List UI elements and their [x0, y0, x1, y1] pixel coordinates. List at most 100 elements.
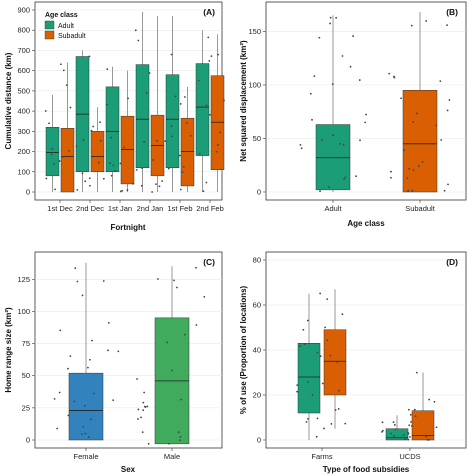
- observation-dot: [51, 147, 54, 150]
- observation-dot: [352, 35, 355, 37]
- box-adult: [385, 428, 409, 441]
- observation-dot: [143, 140, 146, 143]
- observation-dot: [174, 95, 177, 98]
- observation-dot: [141, 167, 143, 170]
- y-tick-label: 0: [26, 188, 30, 197]
- observation-dot: [407, 408, 410, 411]
- observation-dot: [447, 183, 449, 186]
- observation-dot: [151, 191, 154, 193]
- observation-dot: [404, 438, 406, 441]
- observation-dot: [121, 189, 124, 192]
- y-tick-label: 50: [22, 371, 30, 380]
- box-adult: [315, 124, 351, 191]
- box-subadult: [323, 329, 347, 396]
- panel-d-y-title: % of use (Proportion of locations): [239, 285, 248, 414]
- legend-title: Age class: [45, 12, 78, 19]
- observation-dot: [414, 415, 417, 418]
- observation-dot: [428, 438, 431, 441]
- observation-dot: [425, 20, 428, 22]
- observation-dot: [390, 176, 392, 179]
- observation-dot: [88, 184, 91, 187]
- x-tick-label: Male: [164, 452, 180, 461]
- observation-dot: [338, 389, 340, 392]
- observation-dot: [126, 189, 129, 191]
- panel-a-marks: [44, 12, 225, 193]
- observation-dot: [400, 97, 402, 100]
- legend-label-subadult: Subadult: [58, 33, 86, 40]
- observation-dot: [156, 139, 159, 142]
- observation-dot: [359, 139, 361, 142]
- x-tick-label: Adult: [324, 204, 342, 213]
- observation-dot: [306, 319, 309, 322]
- observation-dot: [197, 79, 200, 82]
- observation-dot: [329, 22, 331, 25]
- y-tick-label: 25: [22, 403, 30, 412]
- observation-dot: [407, 189, 410, 192]
- observation-dot: [54, 188, 56, 191]
- observation-dot: [84, 180, 87, 183]
- observation-dot: [202, 190, 205, 193]
- observation-dot: [407, 432, 410, 435]
- x-tick-label: 1st Dec: [47, 204, 73, 213]
- observation-dot: [107, 322, 110, 324]
- observation-dot: [81, 294, 84, 297]
- observation-dot: [76, 188, 79, 191]
- observation-dot: [219, 131, 221, 134]
- panel-d-x-title: Type of food subsidies: [323, 465, 410, 474]
- observation-dot: [90, 129, 93, 132]
- y-tick-label: 40: [253, 346, 261, 355]
- observation-dot: [195, 324, 198, 326]
- observation-dot: [433, 400, 436, 403]
- observation-dot: [388, 72, 391, 75]
- observation-dot: [319, 190, 321, 193]
- y-tick-label: 100: [17, 307, 30, 316]
- box-subadult: [180, 117, 195, 187]
- observation-dot: [137, 418, 139, 420]
- observation-dot: [331, 83, 334, 86]
- y-tick-label: 75: [22, 339, 30, 348]
- observation-dot: [110, 174, 113, 177]
- panel-c-gridlines: [35, 279, 222, 441]
- observation-dot: [182, 166, 185, 168]
- observation-dot: [335, 16, 338, 19]
- legend-swatch-subadult: [44, 30, 55, 40]
- observation-dot: [321, 139, 323, 141]
- y-tick-label: 400: [17, 107, 30, 116]
- panel-b-y-title: Net squared displacement (km²): [239, 40, 248, 162]
- observation-dot: [45, 177, 48, 180]
- observation-dot: [184, 96, 186, 98]
- observation-dot: [89, 418, 92, 421]
- observation-dot: [195, 266, 197, 269]
- observation-dot: [208, 60, 211, 62]
- observation-dot: [341, 313, 344, 316]
- observation-dot: [178, 154, 181, 157]
- box-subadult: [210, 75, 225, 171]
- x-tick-label: 2nd Dec: [76, 204, 104, 213]
- observation-dot: [74, 267, 77, 270]
- observation-dot: [152, 159, 155, 161]
- box-subadult: [402, 90, 438, 193]
- observation-dot: [446, 109, 449, 112]
- box-adult: [45, 127, 60, 177]
- y-tick-label: 700: [17, 46, 30, 55]
- y-tick-label: 80: [253, 256, 261, 265]
- observation-dot: [48, 122, 50, 125]
- observation-dot: [73, 400, 76, 403]
- observation-dot: [435, 124, 438, 127]
- observation-dot: [439, 80, 442, 83]
- legend-swatch-adult: [44, 20, 55, 30]
- observation-dot: [392, 421, 395, 424]
- observation-dot: [394, 428, 397, 431]
- observation-dot: [158, 185, 161, 188]
- observation-dot: [300, 147, 303, 150]
- observation-dot: [440, 139, 443, 141]
- observation-dot: [88, 55, 91, 58]
- observation-dot: [82, 139, 85, 142]
- observation-dot: [145, 92, 148, 94]
- observation-dot: [170, 125, 173, 128]
- y-tick-label: 100: [17, 167, 30, 176]
- panel-d-axes: 0 20 40 60 80 Farms UCDS: [253, 256, 421, 462]
- box-subadult: [90, 131, 105, 173]
- observation-dot: [393, 424, 396, 426]
- box-subadult: [120, 115, 135, 185]
